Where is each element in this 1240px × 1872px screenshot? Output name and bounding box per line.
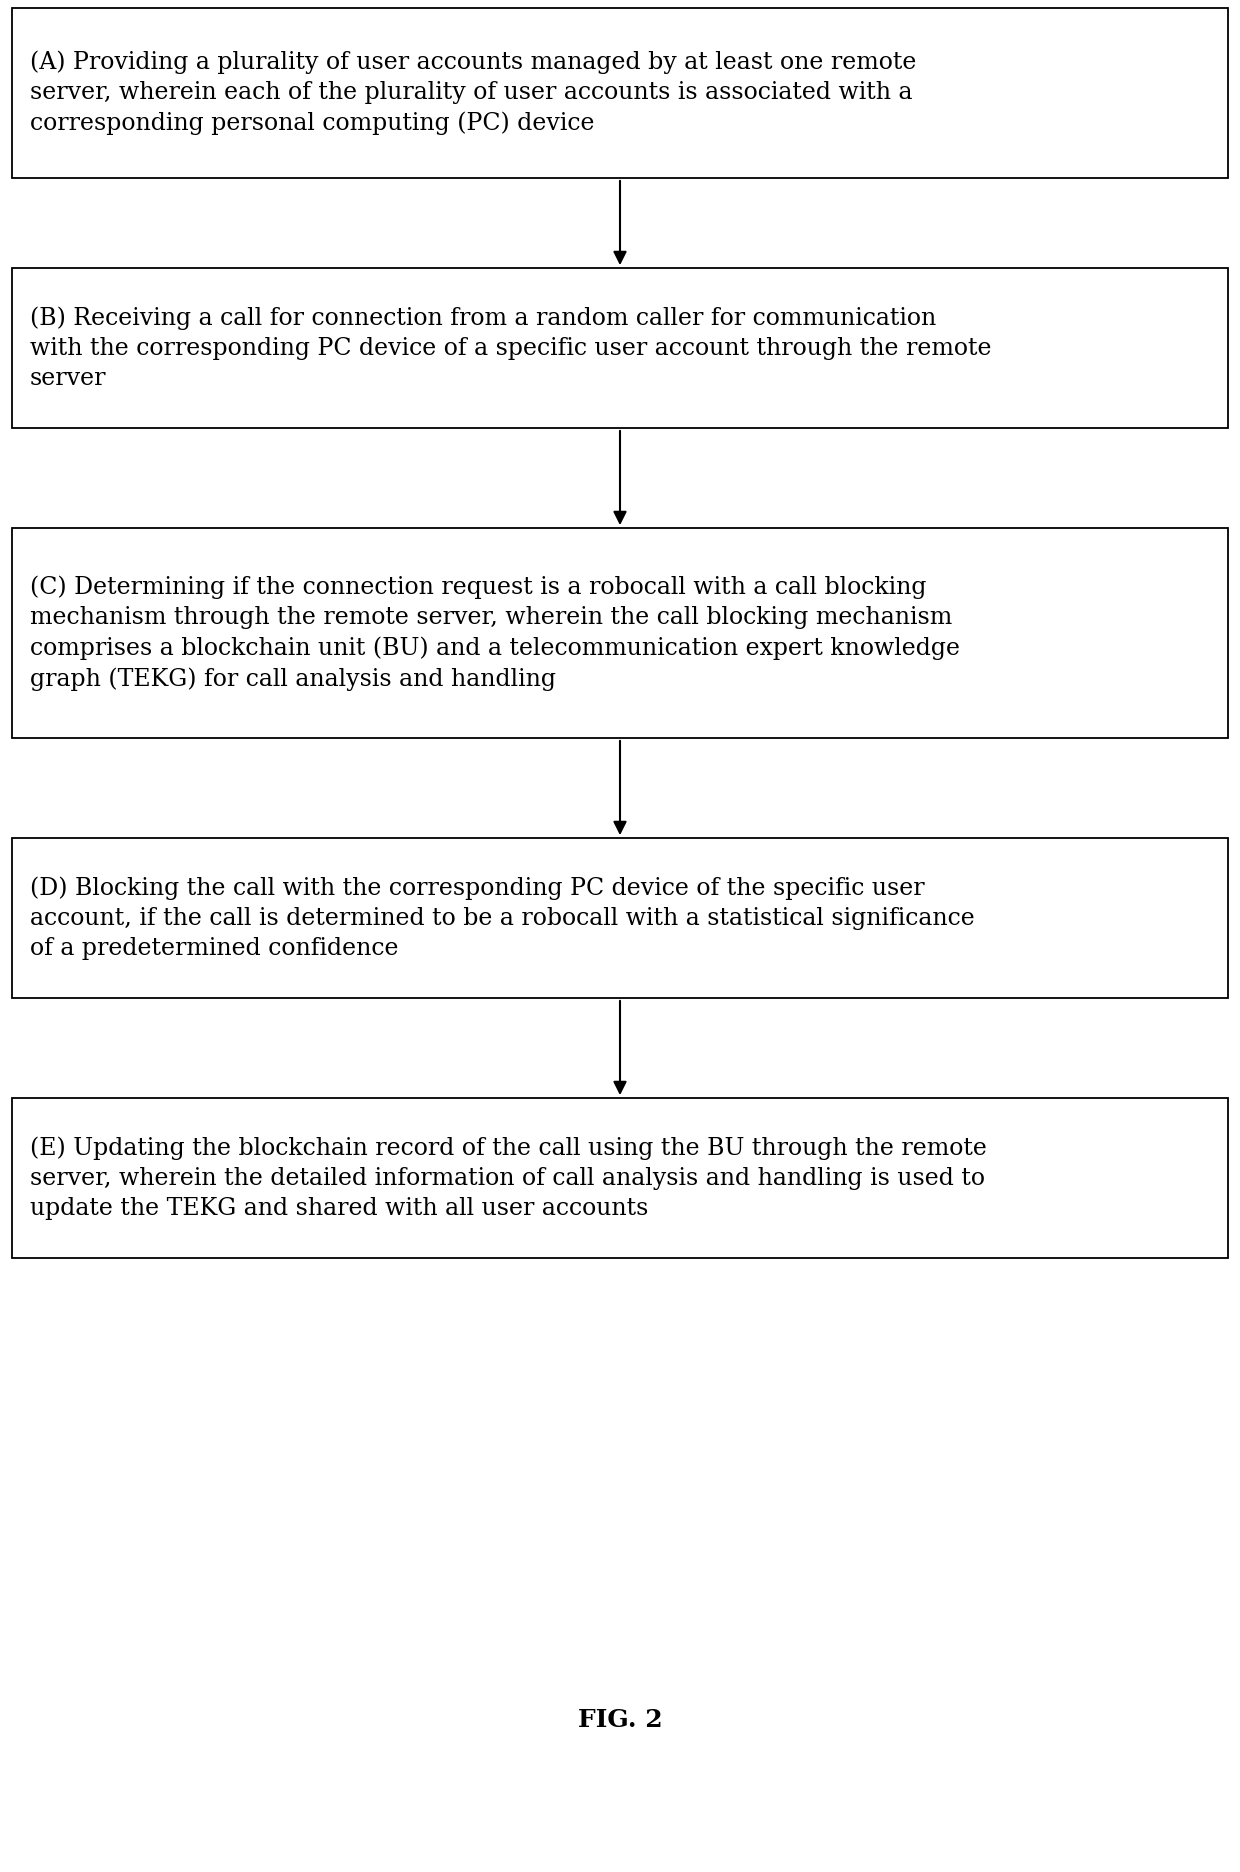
Bar [12, 1099, 1228, 1258]
Bar [12, 7, 1228, 178]
Text: FIG. 2: FIG. 2 [578, 1707, 662, 1732]
Text: (C) Determining if the connection request is a robocall with a call blocking
mec: (C) Determining if the connection reques… [30, 575, 960, 691]
Text: (D) Blocking the call with the corresponding PC device of the specific user
acco: (D) Blocking the call with the correspon… [30, 876, 975, 960]
Bar [12, 528, 1228, 738]
Text: (B) Receiving a call for connection from a random caller for communication
with : (B) Receiving a call for connection from… [30, 305, 992, 389]
Text: (E) Updating the blockchain record of the call using the BU through the remote
s: (E) Updating the blockchain record of th… [30, 1136, 987, 1221]
Bar [12, 268, 1228, 429]
Bar [12, 839, 1228, 998]
Text: (A) Providing a plurality of user accounts managed by at least one remote
server: (A) Providing a plurality of user accoun… [30, 51, 916, 135]
